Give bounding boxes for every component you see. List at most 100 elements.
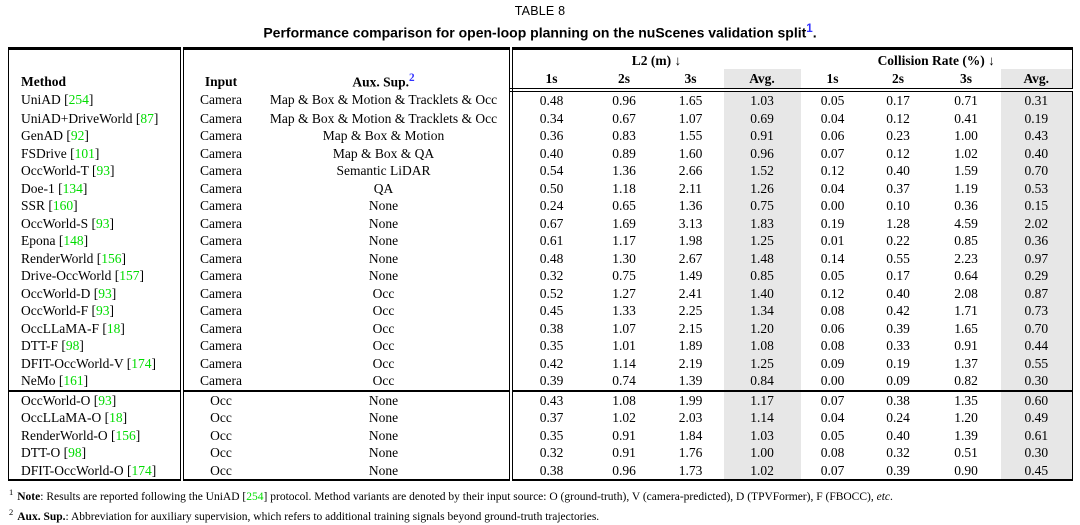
- l2-value-cell: 1.73: [678, 462, 703, 478]
- collision-value-cell: 0.40: [1000, 144, 1073, 163]
- method-cell: OccWorld-S [93]: [21, 215, 115, 231]
- footnote-number: 1: [9, 487, 14, 498]
- l2-value-cell: 0.84: [723, 372, 801, 391]
- aux-sup-cell: None: [368, 445, 399, 461]
- citation-number: 156: [115, 427, 136, 443]
- aux-sup-cell: Occ: [372, 373, 395, 389]
- collision-value-cell: 0.38: [886, 392, 910, 408]
- collision-value-cell: 0.07: [820, 462, 845, 478]
- method-cell: DFIT-OccWorld-O [174]: [21, 462, 157, 478]
- l2-value-cell: 2.66: [678, 163, 703, 179]
- input-cell: Occ: [179, 409, 259, 427]
- table-row: DTT-O [98] Occ None 0.32 0.91 1.76 1.00 0.08 0.3…: [9, 444, 1073, 462]
- l2-value-cell: 1.39: [678, 373, 703, 389]
- l2-value-cell: 1.14: [723, 409, 801, 427]
- citation-number: 18: [109, 410, 123, 426]
- footnote-term: Aux. Sup.: [17, 510, 66, 523]
- citation-number: 98: [68, 445, 82, 461]
- collision-value-cell: 0.01: [820, 233, 845, 249]
- l2-value-cell: 1.55: [678, 128, 703, 144]
- collision-value-cell: 1.59: [954, 163, 978, 179]
- col-header-l2-1s: 1s: [508, 69, 591, 93]
- collision-value-cell: 0.51: [954, 445, 978, 461]
- l2-value-cell: 2.03: [678, 410, 703, 426]
- input-cell: Occ: [179, 461, 259, 481]
- collision-value-cell: 0.14: [820, 250, 845, 266]
- l2-value-cell: 0.35: [508, 426, 591, 445]
- table-row: NeMo [161] Camera Occ 0.39 0.74 1.39 0.84 0.00 0…: [9, 372, 1073, 391]
- l2-value-cell: 0.96: [723, 144, 801, 163]
- l2-value-cell: 1.84: [678, 427, 703, 443]
- input-cell: Camera: [179, 109, 259, 128]
- collision-value-cell: 0.04: [820, 410, 845, 426]
- l2-value-cell: 0.48: [508, 90, 591, 110]
- citation-number: 174: [131, 462, 152, 478]
- input-cell: Camera: [179, 319, 259, 338]
- method-cell: SSR [160]: [21, 198, 78, 214]
- col-header-cr-2s: 2s: [864, 69, 932, 93]
- method-cell: UniAD [254]: [21, 92, 94, 108]
- footnote-italic: etc: [876, 490, 891, 503]
- input-cell: Camera: [179, 162, 259, 180]
- table-row: OccWorld-S [93] Camera None 0.67 1.69 3.13 1.8…: [9, 214, 1073, 233]
- l2-value-cell: 1.03: [723, 90, 801, 110]
- l2-value-cell: 1.76: [678, 445, 703, 461]
- l2-value-cell: 0.42: [508, 354, 591, 373]
- collision-value-cell: 0.41: [954, 110, 978, 126]
- caption-text: Performance comparison for open-loop pla…: [263, 24, 807, 41]
- collision-value-cell: 4.59: [954, 215, 978, 231]
- footnote-term: Note: [17, 490, 41, 503]
- collision-value-cell: 0.55: [886, 250, 910, 266]
- collision-value-cell: 1.39: [954, 427, 978, 443]
- l2-value-cell: 1.08: [723, 337, 801, 355]
- l2-value-cell: 1.69: [612, 215, 636, 231]
- group-header-l2: L2 (m) ↓: [508, 48, 801, 70]
- input-cell: Camera: [179, 372, 259, 391]
- results-table: Method Input Aux. Sup.2 L2 (m) ↓ Collisi…: [8, 46, 1073, 482]
- collision-value-cell: 0.30: [1000, 372, 1073, 391]
- l2-value-cell: 0.34: [508, 109, 591, 128]
- l2-value-cell: 1.26: [723, 179, 801, 198]
- col-header-cr-3s: 3s: [931, 69, 1001, 93]
- aux-sup-cell: Occ: [372, 355, 395, 371]
- collision-value-cell: 0.12: [820, 285, 845, 301]
- l2-value-cell: 1.07: [678, 110, 703, 126]
- collision-value-cell: 0.00: [820, 373, 845, 389]
- method-cell: OccWorld-F [93]: [21, 303, 115, 319]
- method-cell: Drive-OccWorld [157]: [21, 268, 144, 284]
- collision-value-cell: 0.19: [1000, 109, 1073, 128]
- citation-number: 93: [96, 215, 110, 231]
- l2-value-cell: 1.33: [612, 303, 636, 319]
- collision-value-cell: 0.05: [820, 427, 845, 443]
- l2-value-cell: 0.37: [508, 409, 591, 427]
- l2-value-cell: 1.52: [723, 162, 801, 180]
- method-cell: GenAD [92]: [21, 128, 89, 144]
- aux-sup-cell: None: [368, 215, 399, 231]
- l2-value-cell: 0.65: [612, 198, 636, 214]
- col-header-cr-1s: 1s: [800, 69, 865, 93]
- input-cell: Camera: [179, 249, 259, 268]
- input-cell: Camera: [179, 214, 259, 233]
- collision-value-cell: 0.97: [1000, 249, 1073, 268]
- collision-value-cell: 0.90: [954, 462, 978, 478]
- collision-value-cell: 2.08: [954, 285, 978, 301]
- l2-value-cell: 0.67: [508, 214, 591, 233]
- collision-value-cell: 0.15: [1000, 197, 1073, 215]
- section-occ-input: OccWorld-O [93] Occ None 0.43 1.08 1.99 1.17 0.…: [8, 390, 1073, 481]
- l2-value-cell: 2.67: [678, 250, 703, 266]
- method-cell: NeMo [161]: [21, 373, 89, 389]
- collision-value-cell: 0.04: [820, 180, 845, 196]
- collision-value-cell: 2.02: [1000, 214, 1073, 233]
- table-row: DFIT-OccWorld-V [174] Camera Occ 0.42 1.14 2.…: [9, 354, 1073, 373]
- collision-value-cell: 0.17: [886, 268, 910, 284]
- input-cell: Camera: [179, 337, 259, 355]
- citation-number: 93: [96, 163, 111, 179]
- l2-value-cell: 1.65: [678, 93, 703, 109]
- method-cell: OccLLaMA-O [18]: [21, 410, 128, 426]
- table-row: FSDrive [101] Camera Map & Box & QA 0.40 0.8…: [9, 144, 1073, 163]
- collision-value-cell: 0.49: [1000, 409, 1073, 427]
- collision-value-cell: 0.43: [1000, 127, 1073, 145]
- citation-number: 93: [98, 392, 112, 408]
- table-row: OccWorld-T [93] Camera Semantic LiDAR 0.54 1…: [9, 162, 1073, 180]
- l2-value-cell: 1.60: [678, 145, 703, 161]
